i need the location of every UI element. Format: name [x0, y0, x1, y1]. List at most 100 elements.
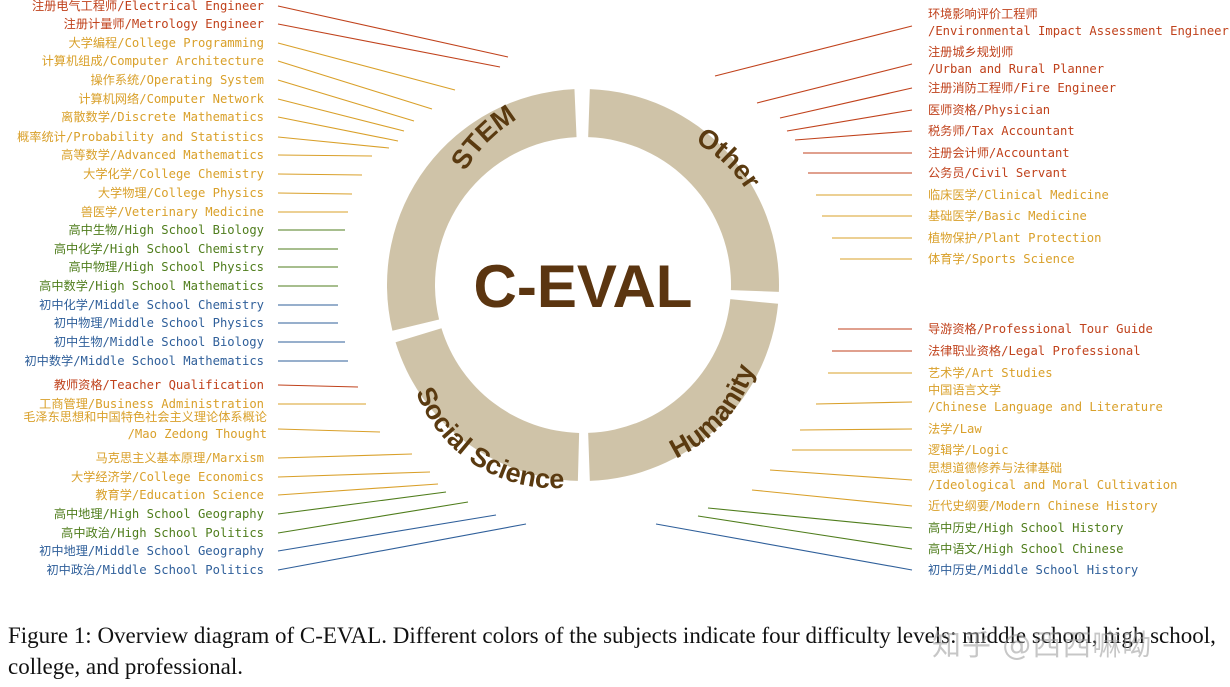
- subject-label-left: 初中地理/Middle School Geography: [39, 543, 264, 558]
- subject-label-left: 马克思主义基本原理/Marxism: [96, 451, 264, 465]
- ring-sector-humanity: [588, 299, 779, 481]
- leader-line-left: [277, 173, 363, 176]
- leader-line-right: [756, 63, 913, 104]
- leader-line-right: [707, 507, 913, 529]
- subject-label-left: 高中数学/High School Mathematics: [39, 278, 264, 293]
- subject-label-right: 艺术学/Art Studies: [928, 365, 1053, 380]
- leader-line-right: [769, 469, 913, 481]
- subject-label-left: 高等数学/Advanced Mathematics: [61, 147, 264, 162]
- leader-line-left: [277, 192, 353, 195]
- center-title: C-EVAL: [474, 253, 693, 320]
- subject-label-left: 高中物理/High School Physics: [69, 259, 265, 274]
- category-ring: [387, 89, 780, 481]
- subject-label-right: 基础医学/Basic Medicine: [928, 208, 1087, 223]
- subject-label-right: 注册城乡规划师: [928, 44, 1013, 59]
- leader-line-right: [786, 109, 913, 132]
- leader-line-left: [277, 42, 456, 91]
- ring-sector-social-science: [395, 328, 580, 481]
- subject-label-right-line2: /Environmental Impact Assessment Enginee…: [928, 24, 1229, 38]
- subject-label-left: 注册电气工程师/Electrical Engineer: [32, 0, 264, 13]
- leader-line-left: [277, 23, 501, 68]
- leader-line-left: [277, 384, 359, 388]
- leader-line-left: [277, 136, 390, 149]
- leader-line-left: [277, 154, 373, 157]
- subject-label-left: 初中数学/Middle School Mathematics: [24, 353, 264, 368]
- subject-label-right: 逻辑学/Logic: [928, 442, 1009, 457]
- leader-line-right: [751, 489, 913, 507]
- leader-line-left: [277, 453, 413, 459]
- subject-label-right-line2: /Ideological and Moral Cultivation: [928, 478, 1177, 492]
- leader-line-left: [277, 5, 509, 58]
- leader-line-left: [277, 116, 399, 142]
- leader-line-left: [277, 471, 431, 478]
- subject-label-right: 税务师/Tax Accountant: [928, 123, 1075, 138]
- leader-line-left: [277, 523, 527, 571]
- subject-label-right: 医师资格/Physician: [928, 102, 1050, 117]
- leader-line-left: [277, 98, 405, 132]
- leader-line-right: [779, 87, 913, 119]
- subject-label-left: 兽医学/Veterinary Medicine: [81, 204, 264, 219]
- leader-lines: [277, 5, 913, 571]
- subject-label-left: 大学经济学/College Economics: [71, 469, 264, 484]
- subject-label-left: 操作系统/Operating System: [91, 72, 265, 87]
- subject-label-left: 高中化学/High School Chemistry: [54, 241, 264, 256]
- leader-line-right: [697, 515, 913, 550]
- subject-label-right: 注册消防工程师/Fire Engineer: [928, 80, 1116, 95]
- leader-line-right: [794, 130, 913, 141]
- subject-labels: 注册电气工程师/Electrical Engineer 注册计量师/Metrolo…: [17, 0, 1229, 577]
- c-eval-overview-diagram: 注册电气工程师/Electrical Engineer 注册计量师/Metrolo…: [17, 0, 1229, 577]
- subject-label-right: 近代史纲要/Modern Chinese History: [928, 499, 1158, 513]
- subject-label-left: 概率统计/Probability and Statistics: [17, 129, 264, 144]
- leader-line-left: [277, 79, 415, 122]
- subject-label-left: 教育学/Education Science: [95, 487, 264, 502]
- subject-label-left: 初中化学/Middle School Chemistry: [39, 297, 264, 312]
- subject-label-right: 高中语文/High School Chinese: [928, 541, 1124, 556]
- subject-label-right: 法律职业资格/Legal Professional: [928, 343, 1141, 358]
- subject-label-right: 中国语言文学: [928, 382, 1001, 397]
- subject-label-left: 高中生物/High School Biology: [69, 222, 265, 237]
- subject-label-left: 高中地理/High School Geography: [54, 506, 264, 521]
- subject-label-left: 高中政治/High School Politics: [61, 525, 264, 540]
- subject-label-left: 毛泽东思想和中国特色社会主义理论体系概论: [23, 409, 267, 424]
- subject-label-left: 初中政治/Middle School Politics: [46, 562, 264, 577]
- ring-sector-stem: [387, 89, 577, 331]
- subject-label-left: 离散数学/Discrete Mathematics: [61, 109, 264, 124]
- subject-label-right: 思想道德修养与法律基础: [928, 460, 1062, 475]
- subject-label-right: 体育学/Sports Science: [928, 251, 1075, 266]
- subject-label-left-line2: /Mao Zedong Thought: [128, 427, 267, 441]
- subject-label-right: 导游资格/Professional Tour Guide: [928, 321, 1153, 336]
- subject-label-right: 注册会计师/Accountant: [928, 145, 1070, 160]
- subject-label-left: 注册计量师/Metrology Engineer: [64, 16, 264, 31]
- subject-label-right: 初中历史/Middle School History: [928, 562, 1138, 577]
- subject-label-left: 初中物理/Middle School Physics: [54, 315, 264, 330]
- subject-label-left: 大学物理/College Physics: [98, 185, 264, 200]
- leader-line-right: [714, 25, 913, 77]
- leader-line-left: [277, 501, 469, 534]
- subject-label-left: 工商管理/Business Administration: [39, 396, 264, 411]
- ring-sector-other: [588, 89, 780, 292]
- subject-label-right: 临床医学/Clinical Medicine: [928, 187, 1109, 202]
- subject-label-right-line2: /Chinese Language and Literature: [928, 400, 1163, 414]
- subject-label-left: 教师资格/Teacher Qualification: [54, 377, 264, 392]
- subject-label-left: 计算机组成/Computer Architecture: [42, 53, 264, 68]
- subject-label-right: 高中历史/High School History: [928, 520, 1124, 535]
- leader-line-left: [277, 514, 497, 552]
- leader-line-right: [799, 428, 913, 431]
- subject-label-right: 公务员/Civil Servant: [928, 165, 1067, 180]
- leader-line-right: [655, 523, 913, 571]
- leader-line-left: [277, 60, 433, 110]
- watermark-text: 知乎 @西西嘛呦: [932, 628, 1153, 662]
- subject-label-right: 植物保护/Plant Protection: [928, 230, 1102, 245]
- subject-label-right-line2: /Urban and Rural Planner: [928, 62, 1104, 76]
- leader-line-left: [277, 491, 447, 515]
- subject-label-left: 大学化学/College Chemistry: [83, 166, 264, 181]
- subject-label-left: 大学编程/College Programming: [69, 35, 265, 50]
- subject-label-left: 计算机网络/Computer Network: [78, 91, 264, 106]
- subject-label-right: 环境影响评价工程师: [928, 6, 1038, 21]
- leader-line-left: [277, 483, 439, 496]
- figure-caption: Figure 1: Overview diagram of C-EVAL. Di…: [8, 623, 1216, 679]
- subject-label-right: 法学/Law: [928, 421, 982, 436]
- subject-label-left: 初中生物/Middle School Biology: [54, 334, 264, 349]
- leader-line-left: [277, 428, 381, 433]
- leader-line-right: [815, 401, 913, 405]
